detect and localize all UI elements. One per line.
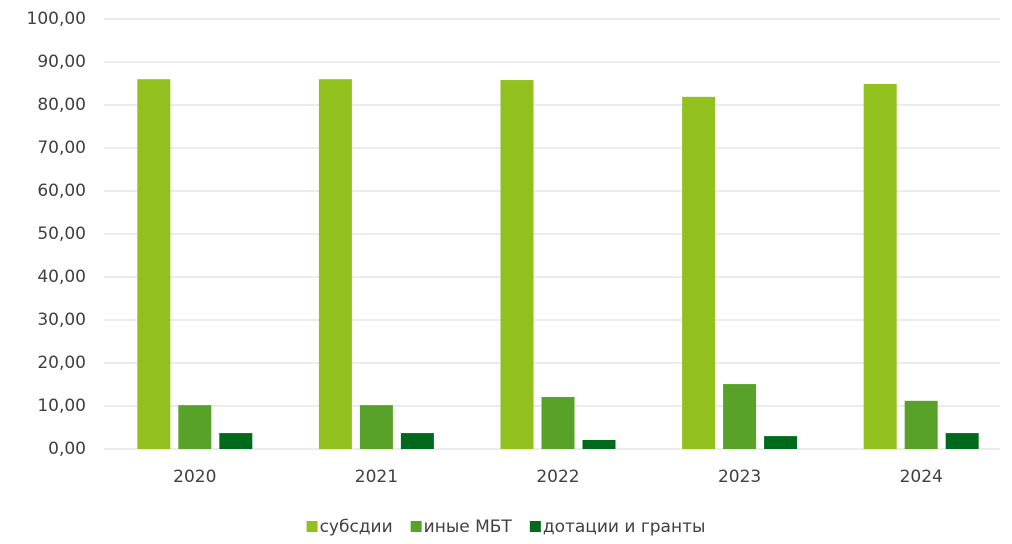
legend-swatch <box>306 521 318 532</box>
bar <box>582 439 616 449</box>
legend-label: субсдии <box>320 517 393 537</box>
y-tick-label: 80,00 <box>37 95 86 115</box>
legend-swatch <box>529 521 541 532</box>
bar <box>359 405 393 449</box>
bar <box>945 433 979 449</box>
bar <box>541 396 575 449</box>
legend-label: иные МБТ <box>424 517 513 537</box>
y-tick-label: 20,00 <box>37 353 86 373</box>
y-tick-label: 30,00 <box>37 310 86 330</box>
bar <box>137 79 171 449</box>
bar <box>400 433 434 449</box>
x-tick-label: 2020 <box>173 467 216 487</box>
legend-label: дотации и гранты <box>543 517 706 537</box>
bar <box>500 80 534 449</box>
y-tick-label: 90,00 <box>37 52 86 72</box>
x-tick-label: 2021 <box>355 467 398 487</box>
bar <box>904 400 938 449</box>
bar <box>764 436 798 449</box>
y-tick-label: 70,00 <box>37 138 86 158</box>
legend-swatch <box>410 521 422 532</box>
y-tick-label: 10,00 <box>37 396 86 416</box>
bar <box>863 83 897 450</box>
bar <box>318 79 352 449</box>
x-tick-label: 2022 <box>536 467 579 487</box>
bar <box>723 384 757 449</box>
bar <box>219 433 253 449</box>
bar <box>178 405 212 449</box>
y-tick-label: 0,00 <box>48 439 86 459</box>
y-tick-label: 60,00 <box>37 181 86 201</box>
x-tick-label: 2024 <box>900 467 943 487</box>
y-tick-label: 40,00 <box>37 267 86 287</box>
bar <box>682 96 716 449</box>
y-tick-label: 50,00 <box>37 224 86 244</box>
y-tick-label: 100,00 <box>27 9 86 29</box>
x-tick-label: 2023 <box>718 467 761 487</box>
